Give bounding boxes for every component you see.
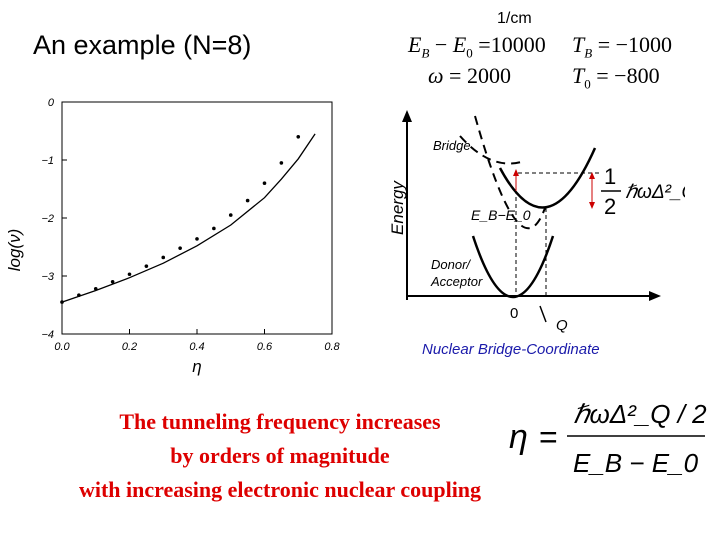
unit-label: 1/cm: [497, 10, 532, 27]
data-point: [296, 135, 301, 139]
energy-label: Energy: [388, 180, 407, 235]
param-hw: ω = 2000: [428, 63, 511, 88]
param-tb-value: −1000: [615, 32, 673, 57]
plot-xlabel: η: [192, 357, 201, 376]
energy-axis-arrowhead: [402, 110, 412, 122]
caption-line-1: The tunneling frequency increases: [119, 409, 441, 434]
x-tick-label: 0.0: [54, 341, 70, 353]
acceptor-label: Acceptor: [430, 274, 483, 289]
donor-acceptor-curve: [471, 235, 555, 298]
eta-equals: =: [539, 419, 558, 455]
x-tick-label: 0.2: [122, 341, 137, 353]
y-tick-label: −4: [41, 329, 54, 341]
q-pointer: [539, 305, 547, 323]
param-t0: T0 = −800: [572, 63, 660, 92]
param-eb-e0: EB − E0 =10000: [408, 32, 546, 61]
eta-denominator: E_B − E_0: [573, 448, 699, 478]
eta-numerator: ℏωΔ²_Q / 2: [573, 399, 707, 429]
param-eb-e0-value: 10000: [490, 32, 546, 57]
data-point: [60, 300, 64, 304]
fit-curve: [61, 133, 316, 303]
y-tick-label: −3: [41, 271, 54, 283]
x-tick-label: 0.8: [324, 341, 340, 353]
y-tick-label: 0: [48, 97, 55, 109]
bridge-left-dashed: [459, 135, 522, 165]
q-label: Q: [556, 317, 568, 334]
data-point: [127, 272, 132, 277]
bridge-label: Bridge: [433, 138, 471, 153]
energy-diagram: Energy Bridge E_B−E_0 Donor/ Acceptor 0 …: [388, 110, 685, 358]
param-tb: TB = −1000: [572, 32, 673, 61]
param-hw-value: 2000: [466, 63, 511, 88]
data-point: [228, 213, 233, 217]
half-energy-arrowhead-down: [589, 202, 595, 209]
half-denominator: 2: [604, 194, 616, 219]
data-point: [161, 255, 166, 260]
eta-symbol: η: [509, 418, 528, 456]
caption-line-3: with increasing electronic nuclear coupl…: [78, 477, 482, 502]
eb-e0-label: E_B−E_0: [471, 207, 531, 223]
marker-arrowhead-up: [513, 169, 519, 176]
hw-delta-term: ℏωΔ²_Q: [625, 182, 685, 203]
plot-frame: [61, 101, 333, 335]
y-tick-label: −1: [41, 155, 54, 167]
data-point: [195, 237, 199, 241]
caption: The tunneling frequency increases by ord…: [0, 405, 560, 507]
x-tick-label: 0.6: [257, 341, 273, 353]
coordinate-axis-arrowhead: [649, 291, 661, 301]
caption-line-2: by orders of magnitude: [170, 443, 390, 468]
donor-label: Donor/: [431, 257, 471, 272]
x-tick-label: 0.4: [189, 341, 204, 353]
data-point: [262, 181, 267, 185]
data-point: [77, 293, 81, 297]
coordinate-axis-label: Nuclear Bridge-Coordinate: [422, 341, 600, 358]
data-point: [178, 246, 182, 250]
data-point: [144, 264, 149, 268]
log-nu-plot: log(ν) 0.0 0.2 0.4 0.6 0.8 0 −1 −2 −3 −4 η: [5, 97, 341, 376]
bridge-dashed-curve: [474, 115, 546, 230]
data-point: [110, 280, 115, 284]
half-energy-arrowhead-up: [589, 172, 595, 179]
data-point: [245, 198, 250, 203]
param-t0-value: −800: [614, 63, 660, 88]
slide-title: An example (N=8): [33, 30, 252, 60]
plot-ylabel: log(ν): [5, 229, 24, 272]
y-tick-label: −2: [41, 213, 54, 225]
data-point: [279, 161, 284, 165]
half-numerator: 1: [604, 164, 616, 189]
data-point: [93, 286, 98, 291]
eta-formula: η = ℏωΔ²_Q / 2 E_B − E_0: [509, 399, 707, 478]
data-point: [212, 226, 216, 231]
origin-label: 0: [510, 305, 518, 322]
bridge-solid-curve: [498, 147, 597, 209]
